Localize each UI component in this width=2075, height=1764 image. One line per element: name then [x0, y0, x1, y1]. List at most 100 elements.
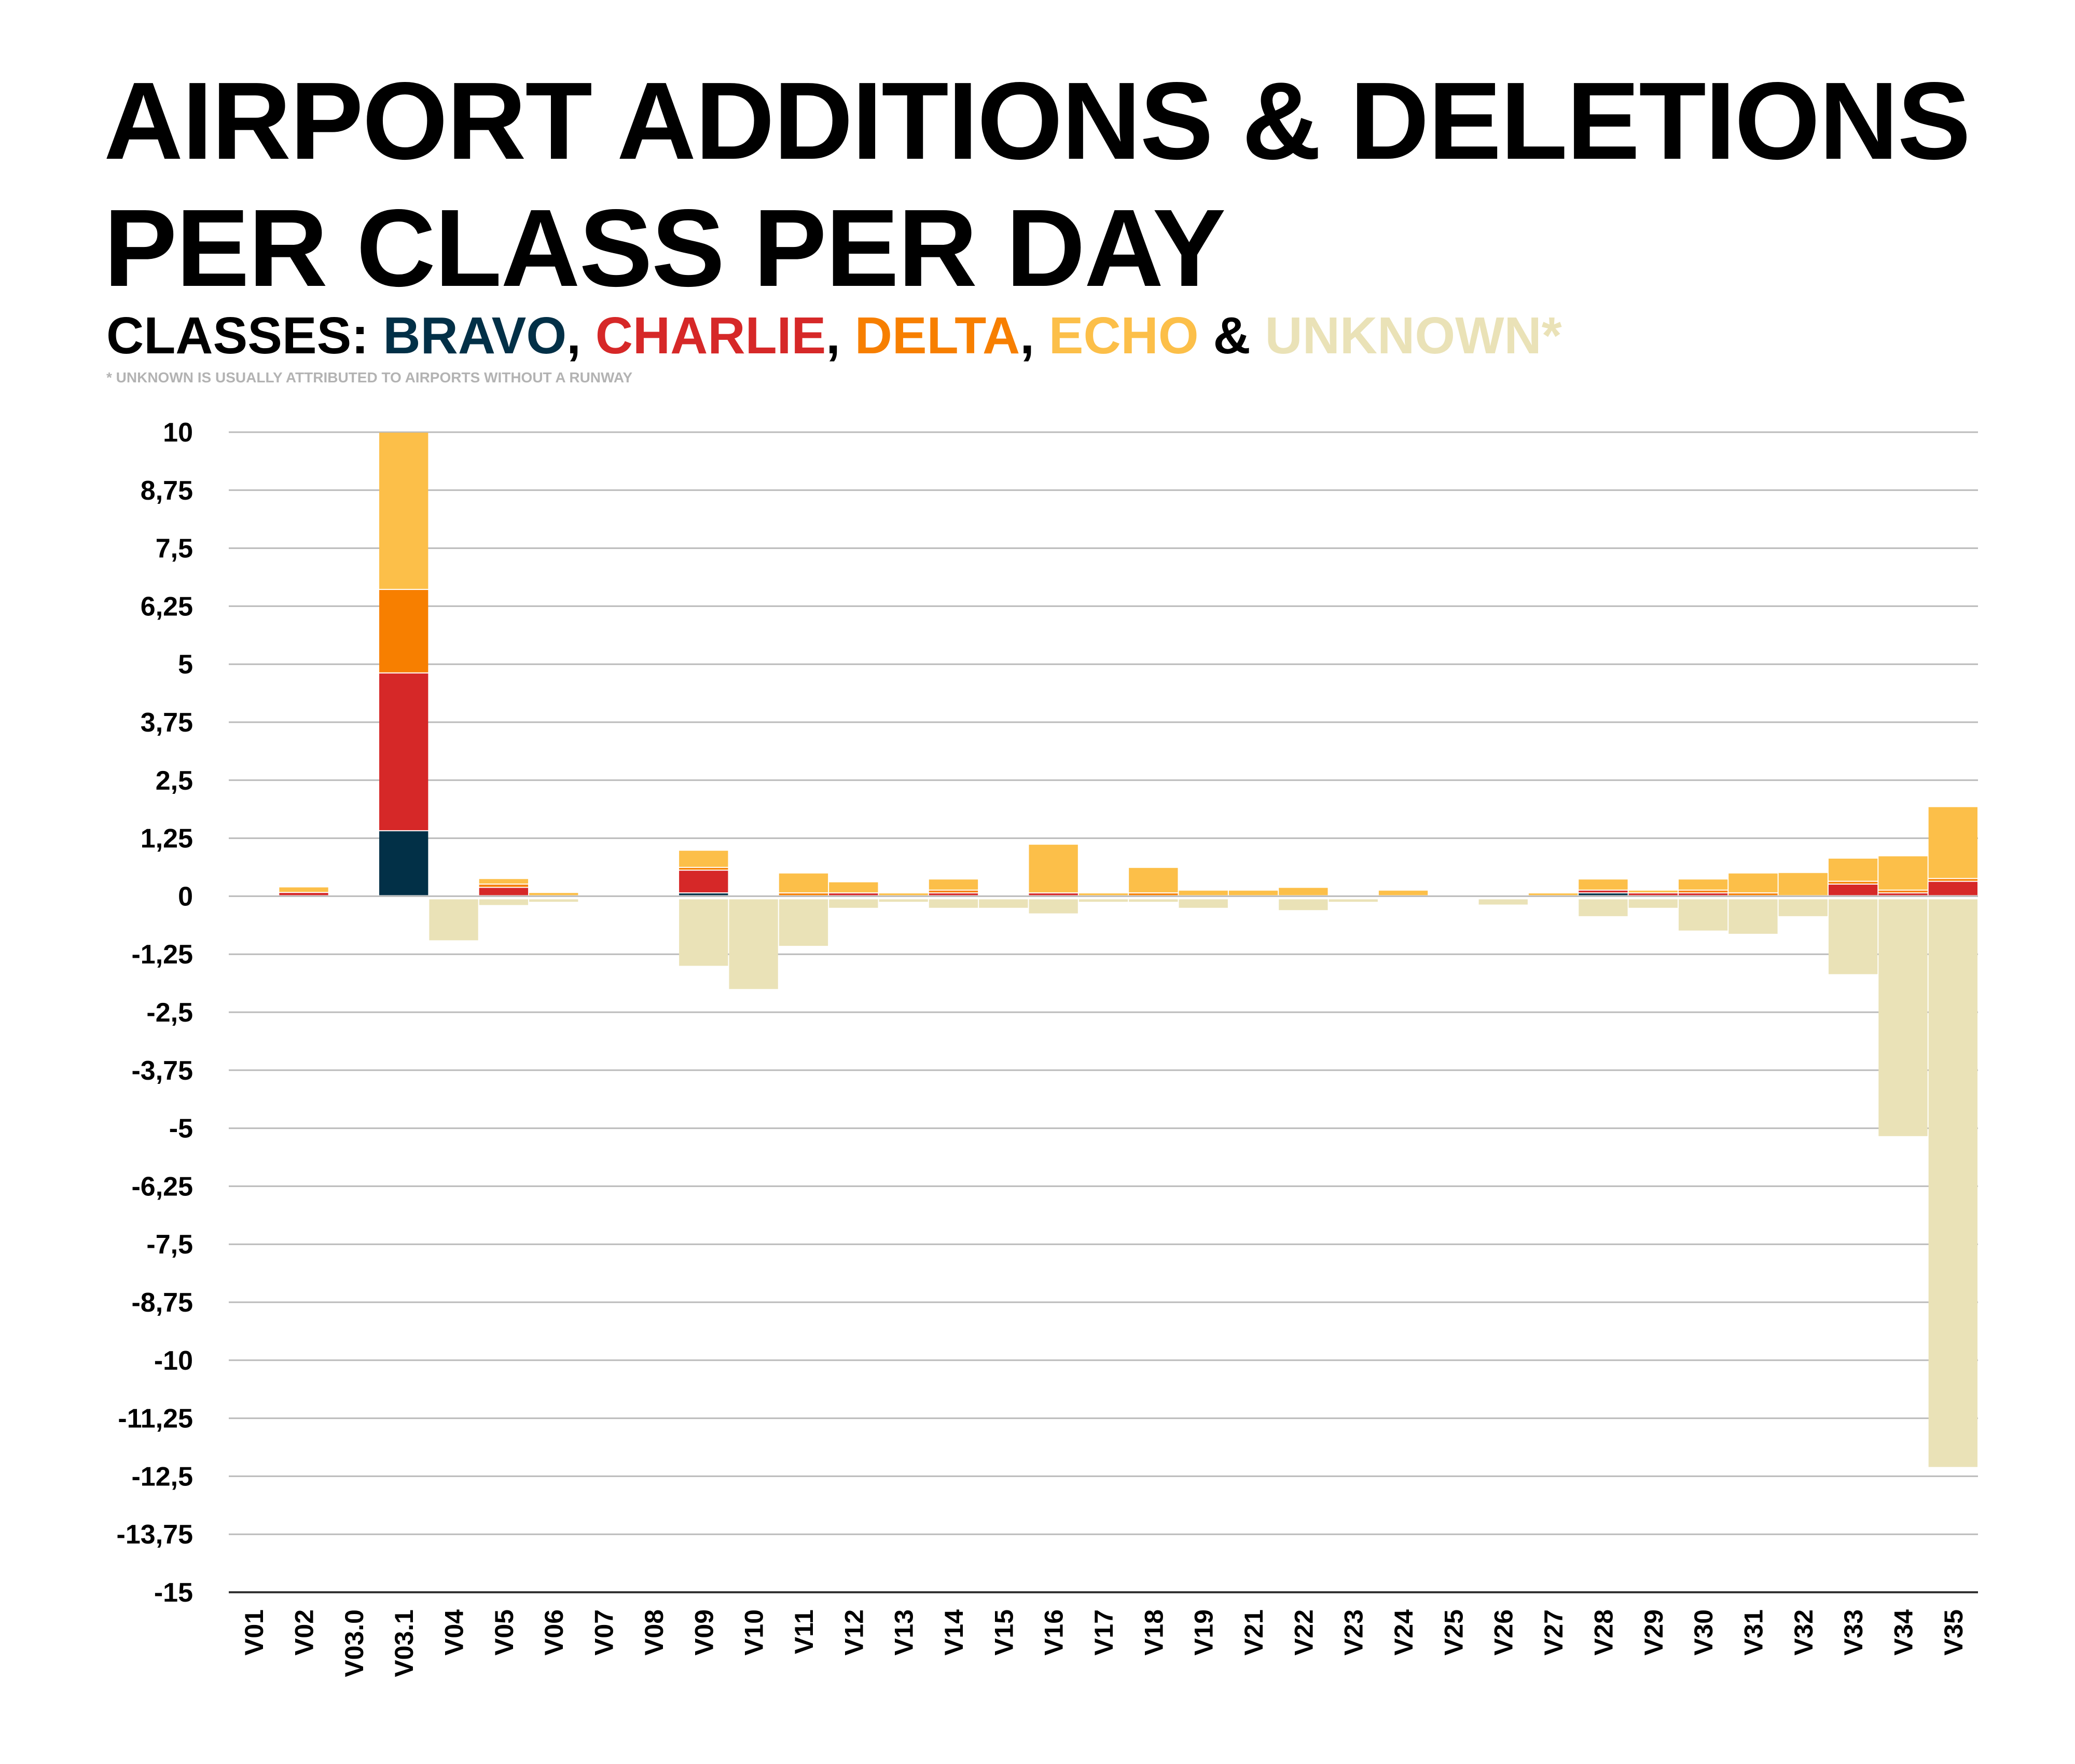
bar-echo — [1129, 867, 1178, 893]
bar-delta — [1728, 893, 1778, 895]
bar-delta — [1928, 879, 1977, 881]
bar-echo — [1628, 890, 1678, 893]
bar-charlie — [1878, 893, 1928, 895]
bar-bravo — [679, 893, 728, 895]
bar-echo — [529, 893, 578, 895]
bar-unknown — [779, 899, 828, 946]
title-line-2: PER CLASS PER DAY — [104, 186, 1226, 309]
legend-prefix: CLASSES: — [106, 307, 383, 365]
bar-unknown — [1029, 899, 1078, 914]
bar-echo — [879, 893, 928, 895]
bar-unknown — [1828, 899, 1878, 974]
legend-delta: DELTA — [854, 307, 1020, 365]
footnote: * UNKNOWN IS USUALLY ATTRIBUTED TO AIRPO… — [106, 369, 633, 385]
y-tick-label: 0 — [178, 881, 193, 912]
y-tick-label: 1,25 — [141, 824, 193, 854]
x-tick-label: V05 — [490, 1609, 519, 1656]
x-tick-label: V04 — [440, 1609, 469, 1656]
x-tick-label: V18 — [1139, 1609, 1168, 1656]
x-tick-label: V27 — [1539, 1609, 1568, 1656]
bar-echo — [1528, 893, 1578, 895]
bar-bravo — [379, 831, 428, 895]
x-tick-label: V13 — [890, 1609, 919, 1656]
gridlines — [229, 431, 1978, 1593]
bar-charlie — [829, 893, 878, 895]
bar-echo — [779, 873, 828, 893]
bar-echo — [1778, 873, 1828, 895]
bar-delta — [929, 890, 978, 893]
y-tick-label: -12,5 — [131, 1462, 193, 1492]
y-tick-label: -3,75 — [131, 1056, 193, 1086]
y-tick-label: 2,5 — [156, 766, 193, 796]
x-tick-label: V35 — [1939, 1609, 1968, 1656]
legend-sep: , — [826, 307, 855, 365]
x-tick-label: V25 — [1439, 1609, 1468, 1656]
bar-unknown — [1778, 899, 1828, 916]
x-tick-label: V19 — [1189, 1609, 1219, 1656]
bar-unknown — [1878, 899, 1928, 1136]
x-tick-label: V34 — [1889, 1609, 1918, 1656]
bar-delta — [679, 867, 728, 870]
chart-title: AIRPORT ADDITIONS & DELETIONS PER CLASS … — [104, 57, 1971, 311]
bar-echo — [829, 882, 878, 893]
legend-unknown: UNKNOWN* — [1265, 307, 1562, 365]
title-line-1: AIRPORT ADDITIONS & DELETIONS — [104, 59, 1971, 182]
bar-unknown — [1179, 899, 1228, 908]
x-tick-label: V11 — [790, 1609, 819, 1654]
bar-unknown — [729, 899, 778, 989]
y-axis-ticks: 10 8,75 7,5 6,25 5 3,75 2,5 1,25 0 -1,25 -2,5 -3,75… — [117, 418, 193, 1608]
x-tick-label: V01 — [240, 1609, 269, 1656]
bar-delta — [479, 885, 529, 887]
bar-unknown — [879, 899, 928, 902]
y-tick-label: -13,75 — [117, 1520, 193, 1550]
bar-unknown — [1928, 899, 1977, 1467]
bar-charlie — [1928, 881, 1977, 895]
bar-echo — [1179, 890, 1228, 895]
bar-echo — [1078, 893, 1128, 895]
legend-sep: & — [1198, 307, 1265, 365]
y-tick-label: -1,25 — [131, 940, 193, 970]
bar-unknown — [429, 899, 478, 941]
bar-delta — [1878, 890, 1928, 893]
x-tick-label: V30 — [1689, 1609, 1718, 1656]
bar-unknown — [829, 899, 878, 908]
x-tick-label: V33 — [1839, 1609, 1868, 1656]
bar-charlie — [1828, 885, 1878, 895]
bar-charlie — [1678, 893, 1728, 895]
legend-charlie: CHARLIE — [595, 307, 826, 365]
bar-unknown — [1628, 899, 1678, 908]
y-tick-label: -7,5 — [146, 1230, 193, 1260]
x-tick-label: V12 — [839, 1609, 868, 1656]
x-tick-label: V17 — [1089, 1609, 1118, 1656]
bar-unknown — [929, 899, 978, 908]
bar-echo — [929, 879, 978, 890]
bar-echo — [479, 879, 529, 884]
x-tick-label: V06 — [540, 1609, 569, 1656]
legend-sep: , — [566, 307, 596, 365]
bar-unknown — [1728, 899, 1778, 934]
bar-delta — [1678, 890, 1728, 893]
x-tick-label: V23 — [1339, 1609, 1368, 1656]
x-tick-label: V29 — [1639, 1609, 1668, 1656]
y-tick-label: -8,75 — [131, 1288, 193, 1318]
bar-echo — [1878, 856, 1928, 890]
bar-unknown — [1279, 899, 1328, 911]
bar-unknown — [679, 899, 728, 966]
bar-charlie — [679, 871, 728, 893]
y-tick-label: -5 — [169, 1114, 193, 1144]
x-tick-label: V07 — [590, 1609, 619, 1656]
bar-echo — [1928, 807, 1977, 878]
bar-charlie — [479, 888, 529, 895]
bar-charlie — [279, 893, 328, 895]
legend-echo: ECHO — [1048, 307, 1199, 365]
bar-echo — [1279, 888, 1328, 895]
y-tick-label: -10 — [154, 1346, 193, 1376]
x-tick-label: V22 — [1289, 1609, 1318, 1656]
x-tick-label: V02 — [290, 1609, 319, 1656]
bar-unknown — [1678, 899, 1728, 931]
bar-delta — [1828, 881, 1878, 884]
bar-delta — [1129, 893, 1178, 895]
x-tick-label: V28 — [1589, 1609, 1618, 1656]
bar-unknown — [1478, 899, 1528, 905]
